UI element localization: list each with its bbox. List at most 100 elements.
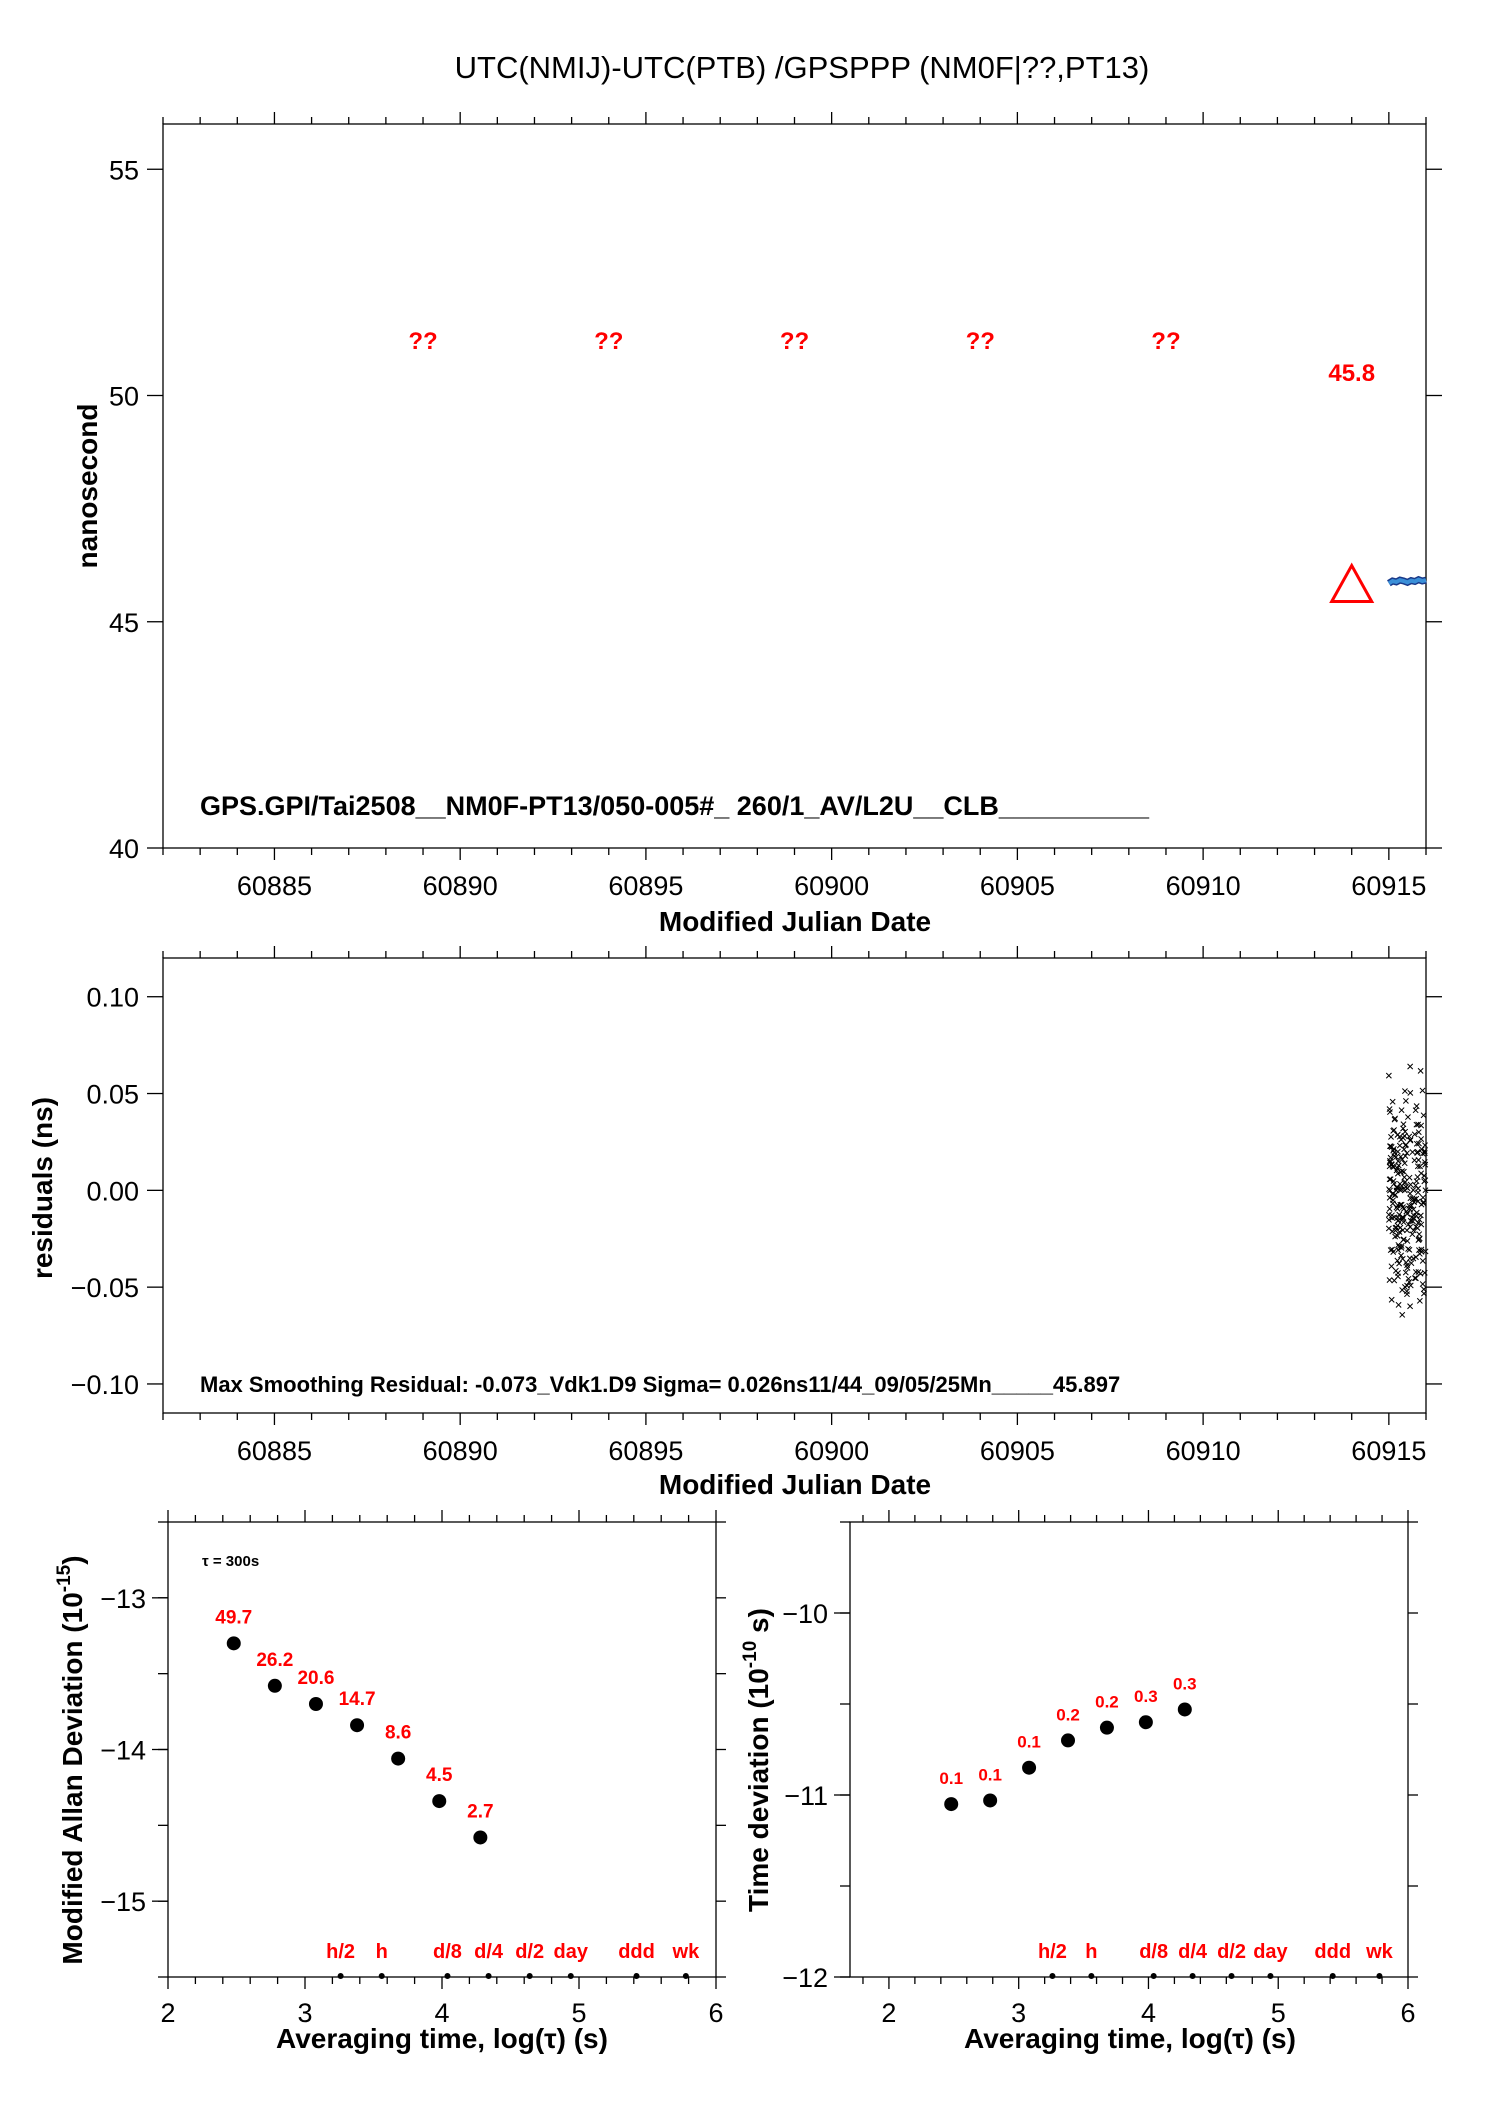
residual-point: [1398, 1252, 1405, 1259]
residual-point: [1388, 1133, 1394, 1140]
residual-point: [1388, 1144, 1395, 1150]
residual-point: [1416, 1231, 1423, 1238]
residual-point: [1387, 1157, 1393, 1164]
residual-point: [1386, 1216, 1392, 1223]
residual-point: [1391, 1214, 1398, 1221]
residual-point: [1395, 1162, 1402, 1169]
residual-point: [1420, 1200, 1427, 1207]
residual-point: [1416, 1297, 1423, 1304]
x-tick-label: 3: [297, 1998, 312, 2028]
residual-point: [1386, 1194, 1393, 1201]
time-marker-label: d/4: [1178, 1941, 1208, 1963]
tdev-y-axis: −10 −11 −12: [782, 1521, 1418, 1993]
residual-point: [1418, 1248, 1425, 1255]
time-marker-dot: [567, 1973, 574, 1979]
chart-title: UTC(NMIJ)-UTC(PTB) /GPSPPP (NM0F|??,PT13…: [455, 50, 1150, 85]
residual-point: [1404, 1185, 1411, 1192]
residual-point: [1422, 1187, 1429, 1194]
middle-xlabel: Modified Julian Date: [659, 1469, 931, 1500]
y-tick-label: −0.05: [71, 1273, 139, 1303]
residual-point: [1406, 1133, 1413, 1140]
y-tick-label: −10: [782, 1599, 828, 1629]
residual-point: [1409, 1218, 1416, 1225]
x-tick-label: 60895: [608, 871, 683, 901]
time-marker-label: d/2: [1217, 1941, 1246, 1963]
x-tick-label: 60890: [423, 871, 498, 901]
x-tick-label: 60915: [1351, 871, 1426, 901]
residual-point: [1415, 1140, 1422, 1147]
middle-ylabel: residuals (ns): [27, 1097, 58, 1279]
top-y-axis: 40 45 50 55: [109, 155, 1442, 864]
residual-point: [1422, 1177, 1429, 1184]
x-tick-label: 60910: [1166, 1436, 1241, 1466]
residual-point: [1407, 1190, 1414, 1197]
residual-point: [1413, 1140, 1420, 1147]
period-label: ??: [966, 328, 995, 355]
y-tick-label: 50: [109, 382, 139, 412]
residual-point: [1410, 1212, 1417, 1219]
residual-point: [1418, 1246, 1425, 1253]
middle-plot-frame: [162, 957, 1427, 1414]
time-marker-label: h: [1085, 1941, 1097, 1963]
tau-note: τ = 300s: [202, 1553, 259, 1570]
residual-point: [1397, 1153, 1404, 1160]
residual-point: [1390, 1197, 1397, 1204]
tdev-panel: 2 3 4 5 6 −10 −11 −12 0.1 0.1 0.1 0.2 0.2 0.3 0.3 h/2…: [740, 1510, 1418, 2054]
residual-point: [1398, 1107, 1405, 1114]
period-label: ??: [408, 328, 437, 355]
x-tick-label: 60915: [1351, 1436, 1426, 1466]
data-point: [1022, 1760, 1037, 1775]
data-point: [391, 1751, 406, 1766]
middle-info-text: Max Smoothing Residual: -0.073_Vdk1.D9 S…: [200, 1372, 1120, 1397]
allan-y-axis: −13 −14 −15: [100, 1521, 726, 1978]
residual-point: [1388, 1263, 1395, 1270]
residual-point: [1407, 1063, 1414, 1070]
x-tick-label: 60910: [1166, 871, 1241, 901]
residual-point: [1412, 1182, 1419, 1189]
y-tick-label: −11: [784, 1781, 828, 1811]
y-tick-label: −15: [100, 1887, 146, 1917]
time-marker-dot: [1267, 1973, 1274, 1979]
residual-point: [1395, 1247, 1402, 1254]
residual-point: [1402, 1269, 1409, 1276]
x-tick-label: 4: [1141, 1998, 1156, 2028]
x-tick-label: 5: [1271, 1998, 1286, 2028]
residual-point: [1421, 1150, 1428, 1156]
residual-point: [1386, 1277, 1393, 1284]
time-marker-dot: [1088, 1973, 1095, 1979]
point-label: 49.7: [215, 1607, 252, 1628]
residual-point: [1400, 1236, 1407, 1243]
x-tick-label: 60890: [423, 1436, 498, 1466]
residual-point: [1395, 1217, 1402, 1224]
x-tick-label: 60905: [980, 1436, 1055, 1466]
y-tick-label: 55: [109, 155, 139, 185]
allan-panel: 2 3 4 5 6 −13 −14 −15 49.7 26.220.614.7 8.6 4.5 2.…: [54, 1510, 726, 2054]
top-xlabel: Modified Julian Date: [659, 906, 931, 937]
data-point: [350, 1718, 365, 1733]
residual-point: [1387, 1187, 1393, 1194]
residual-point: [1390, 1178, 1397, 1184]
time-marker-label: ddd: [618, 1941, 655, 1963]
data-point: [983, 1793, 998, 1808]
residual-point: [1414, 1198, 1421, 1205]
residual-point: [1413, 1209, 1420, 1216]
residual-point: [1401, 1174, 1408, 1181]
point-label: 0.3: [1173, 1674, 1197, 1693]
allan-xlabel: Averaging time, log(τ) (s): [276, 2023, 608, 2054]
time-marker-label: wk: [672, 1941, 701, 1963]
tdev-points: 0.1 0.1 0.1 0.2 0.2 0.3 0.3 h/2 h d/8 d/4 d/2 day ddd…: [939, 1674, 1394, 1979]
residual-point: [1399, 1227, 1406, 1234]
residual-point: [1395, 1301, 1402, 1308]
y-tick-label: 40: [109, 834, 139, 864]
residual-point: [1421, 1159, 1428, 1166]
residual-point: [1413, 1223, 1419, 1230]
residual-point: [1418, 1146, 1425, 1153]
y-tick-label: −13: [100, 1584, 146, 1614]
data-point: [1177, 1702, 1192, 1717]
residual-point: [1405, 1221, 1412, 1228]
residual-point: [1414, 1163, 1421, 1170]
residual-point: [1411, 1196, 1418, 1203]
residual-point: [1413, 1121, 1420, 1128]
data-point: [267, 1678, 282, 1693]
residual-point: [1386, 1205, 1393, 1212]
